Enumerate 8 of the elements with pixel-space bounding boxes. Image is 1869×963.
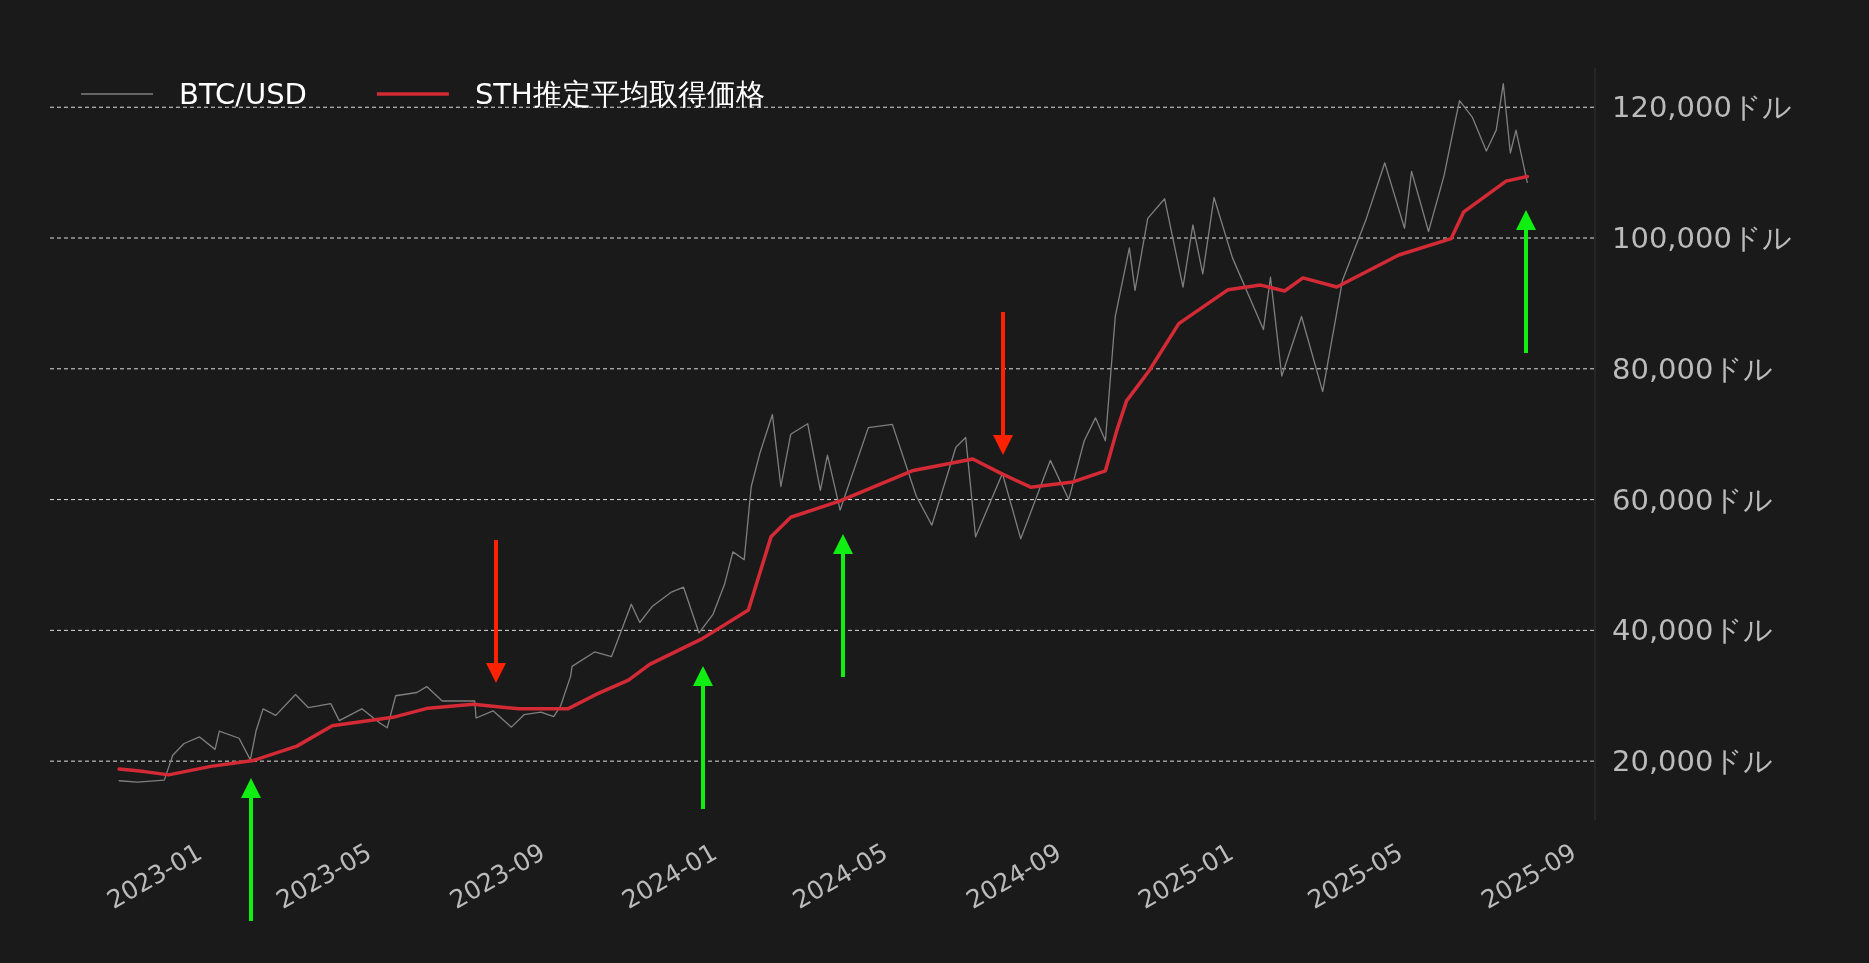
y-tick-label: 20,000ドル [1612, 744, 1774, 779]
legend-label: BTC/USD [179, 77, 307, 111]
y-tick-label: 60,000ドル [1612, 482, 1774, 517]
y-tick-label: 80,000ドル [1612, 351, 1774, 386]
y-tick-label: 100,000ドル [1612, 221, 1792, 256]
legend-label: STH推定平均取得価格 [474, 77, 765, 111]
y-tick-label: 40,000ドル [1612, 613, 1774, 648]
y-tick-label: 120,000ドル [1612, 90, 1792, 125]
